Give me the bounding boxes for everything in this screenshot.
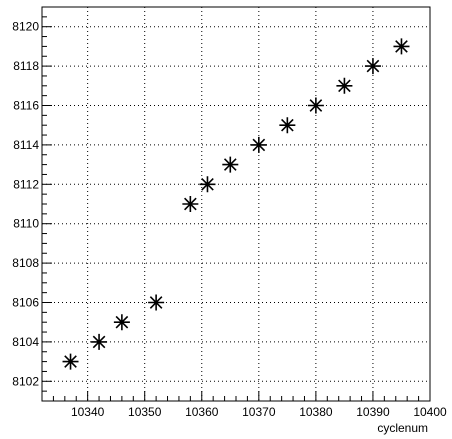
y-tick-label: 8118 (13, 59, 39, 73)
y-tick-label: 8102 (12, 374, 39, 388)
data-point (279, 117, 296, 134)
y-tick-label: 8114 (13, 138, 39, 152)
data-point (364, 58, 381, 75)
data-points (62, 38, 410, 370)
y-tick-label: 8110 (13, 217, 39, 231)
x-tick-label: 10350 (128, 405, 162, 419)
axis-ticks (41, 6, 431, 402)
x-tick-label: 10340 (71, 405, 105, 419)
data-point (113, 314, 130, 331)
x-tick-label: 10400 (413, 405, 447, 419)
data-point (62, 353, 79, 370)
y-tick-label: 8112 (13, 177, 39, 191)
y-tick-label: 8120 (12, 20, 39, 34)
y-tick-label: 8106 (12, 296, 39, 310)
data-point (336, 77, 353, 94)
y-tick-label: 8108 (12, 256, 39, 270)
x-tick-label: 10380 (299, 405, 333, 419)
x-tick-label: 10390 (356, 405, 390, 419)
x-axis-label: cyclenum (377, 421, 428, 435)
data-point (148, 294, 165, 311)
y-tick-label: 8116 (13, 99, 39, 113)
data-point (222, 156, 239, 173)
data-point (250, 136, 267, 153)
x-tick-label: 10370 (242, 405, 276, 419)
y-tick-label: 8104 (12, 335, 39, 349)
data-point (91, 333, 108, 350)
data-point (182, 196, 199, 212)
data-point (307, 97, 324, 114)
tick-labels: 10340 10350 10360 10370 10380 10390 10400 8102 8… (12, 20, 447, 419)
x-tick-label: 10360 (185, 405, 219, 419)
data-point (393, 38, 410, 55)
data-point (199, 176, 216, 193)
